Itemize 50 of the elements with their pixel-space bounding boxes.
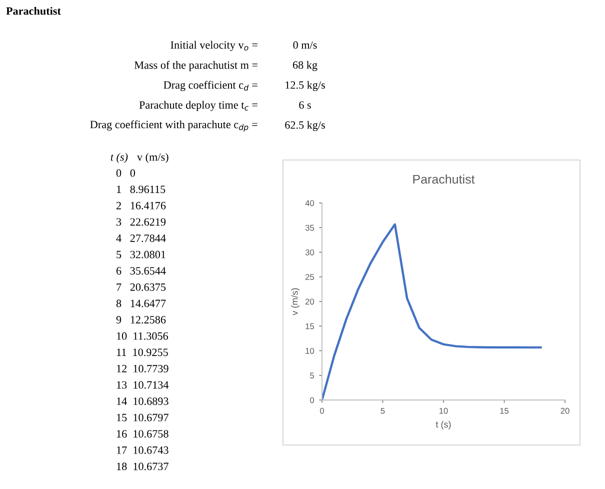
x-tick-label: 15: [500, 408, 509, 414]
x-axis-title: t (s): [436, 420, 451, 430]
y-tick-label: 15: [306, 323, 314, 330]
text: 8 14.6477: [116, 300, 166, 308]
text: 17 10.6743: [116, 446, 168, 454]
y-tick-label: 5: [310, 372, 314, 378]
x-tick-label: 20: [560, 408, 570, 414]
text: 2 16.4176: [116, 202, 166, 210]
text: 0 0: [116, 169, 136, 177]
y-tick-label: 20: [306, 298, 314, 305]
text: 15 10.6797: [116, 414, 168, 422]
x-tick-label: 10: [440, 408, 448, 414]
text: 5 32.0801: [116, 250, 166, 258]
text: Initial velocity v$_{o}$ =: [170, 40, 258, 51]
x-tick-label: 5: [380, 408, 385, 414]
text: 14 10.6893: [116, 397, 168, 406]
text: v (m/s): [137, 152, 168, 164]
text: 68 kg: [292, 60, 318, 72]
text: 0 m/s: [293, 41, 317, 49]
chart-title: Parachutist: [413, 174, 475, 184]
text: 16 10.6758: [116, 430, 168, 438]
text: Drag coefficient c$_{d}$ =: [164, 80, 258, 92]
text: 18 10.6737: [116, 462, 168, 470]
text: Mass of the parachutist m =: [134, 60, 258, 72]
text: 1 8.96115: [116, 186, 166, 194]
y-axis-title: v (m/s): [291, 288, 300, 316]
text: 11 10.9255: [116, 348, 168, 356]
y-tick-label: 10: [306, 348, 314, 354]
text: 12 10.7739: [116, 364, 168, 372]
x-tick-label: 0: [320, 408, 324, 414]
text: 6 35.6544: [116, 267, 166, 275]
text: 13 10.7134: [116, 381, 169, 389]
y-tick-label: 25: [306, 274, 314, 280]
text: Parachute deploy time t$_{c}$ =: [139, 100, 258, 111]
text: 3 22.6219: [116, 218, 166, 226]
text: 6 s: [299, 101, 311, 109]
text: 62.5 kg/s: [285, 120, 325, 132]
text: 9 12.2586: [116, 316, 166, 324]
text: 10 11.3056: [116, 332, 168, 340]
y-tick-label: 0: [310, 397, 314, 404]
y-tick-label: 40: [305, 200, 314, 206]
y-tick-label: 30: [305, 249, 314, 256]
y-tick-label: 35: [305, 224, 314, 231]
text: 7 20.6375: [116, 283, 166, 291]
text: Parachutist: [6, 6, 61, 15]
line-series: [322, 223, 542, 400]
text: 4 27.7844: [116, 234, 166, 242]
text: 12.5 kg/s: [286, 80, 325, 92]
text: Drag coefficient with parachute c$_{dp}$ =: [90, 120, 258, 132]
text: t (s): [110, 152, 128, 164]
